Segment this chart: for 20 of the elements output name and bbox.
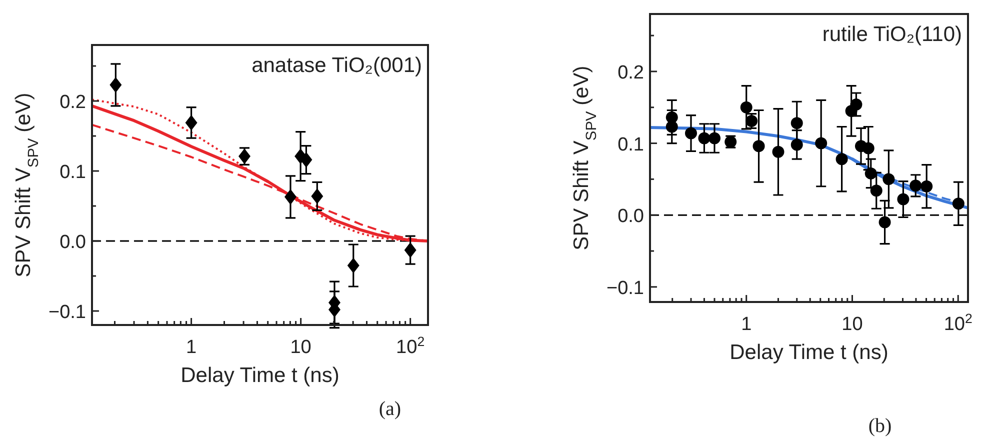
x-tick-label: 10 — [842, 314, 863, 335]
x-axis-title: Delay Time t (ns) — [180, 364, 340, 387]
y-tick-label: 0.1 — [60, 162, 86, 183]
y-tick-label: −0.1 — [48, 302, 86, 323]
y-tick-label: −0.1 — [606, 278, 644, 299]
y-tick-label: 0.2 — [60, 92, 86, 113]
x-axis-title: Delay Time t (ns) — [730, 341, 888, 364]
text: (a) — [378, 398, 402, 420]
y-tick-label: 0.1 — [618, 134, 644, 156]
text: (b) — [868, 415, 892, 437]
chart-title: anatase TiO₂(001) — [252, 54, 422, 77]
x-tick-label: 1 — [186, 337, 197, 358]
y-tick-label: 0.0 — [618, 206, 644, 228]
x-tick-label: 10 — [290, 337, 312, 358]
chart-title: rutile TiO₂(110) — [822, 23, 962, 46]
x-tick-label: 1 — [741, 314, 752, 335]
y-tick-label: 0.2 — [618, 62, 644, 84]
y-tick-label: 0.0 — [60, 232, 86, 253]
x-tick-label: 10$^{2}$ — [396, 334, 425, 358]
x-tick-label: 10$^{2}$ — [944, 310, 972, 335]
